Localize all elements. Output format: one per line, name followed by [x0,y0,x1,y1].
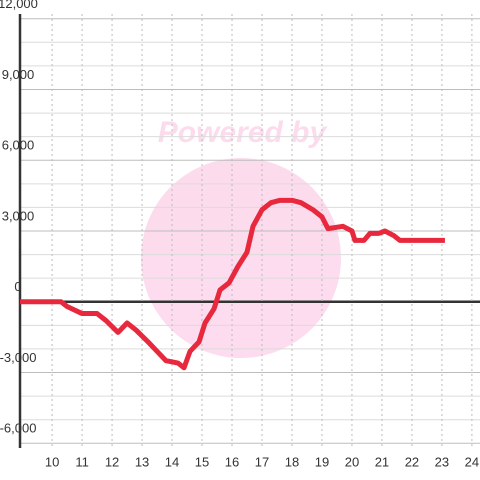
data-line [20,197,445,371]
x-tick-label: 19 [315,454,329,469]
watermark: Powered by [141,116,341,358]
grid: -6,000 -3,000 0 3,000 6,000 9,000 12,000 10 11 12… [0,0,480,469]
x-tick-label: 14 [165,454,179,469]
y-tick-label: -6,000 [0,421,36,436]
y-tick-label: -3,000 [0,350,36,365]
y-tick-label: 12,000 [0,0,38,11]
x-tick-label: 18 [285,454,299,469]
x-tick-label: 20 [345,454,359,469]
y-tick-label: 0 [14,279,21,294]
x-tick-label: 15 [195,454,209,469]
x-tick-label: 10 [45,454,59,469]
x-tick-label: 22 [405,454,419,469]
x-tick-label: 12 [105,454,119,469]
x-tick-label: 13 [135,454,149,469]
y-tick-label: 6,000 [2,138,35,153]
y-tick-label: 3,000 [2,208,35,223]
plot [20,197,445,371]
x-tick-label: 24 [465,454,479,469]
x-tick-label: 16 [225,454,239,469]
x-tick-label: 23 [435,454,449,469]
x-tick-label: 21 [375,454,389,469]
watermark-text: Powered by [158,116,328,149]
x-tick-label: 17 [255,454,269,469]
x-tick-label: 11 [75,454,89,469]
y-tick-label: 9,000 [2,67,35,82]
